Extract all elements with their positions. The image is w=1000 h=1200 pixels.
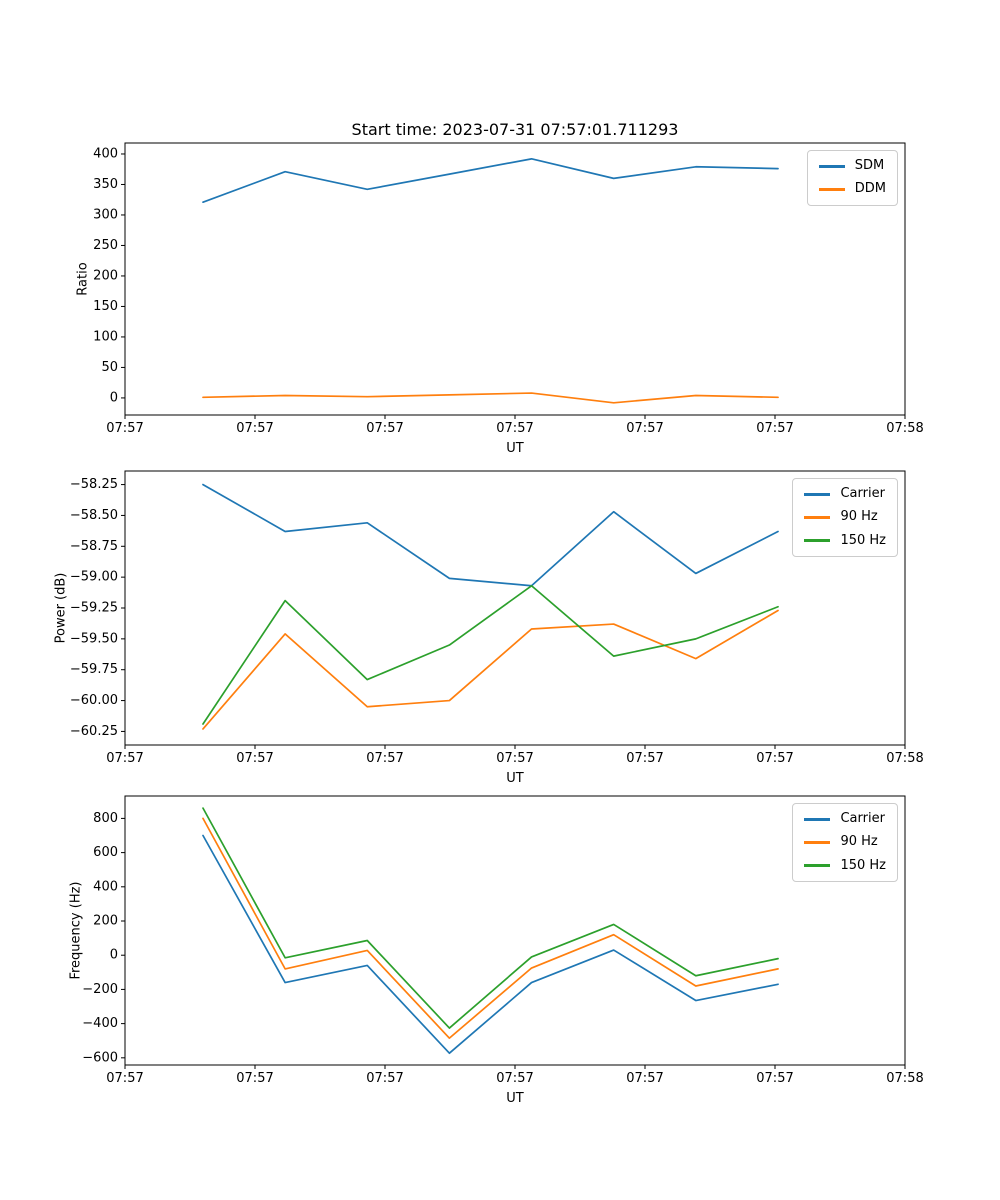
ratio-series-ddm-line xyxy=(202,392,779,404)
x-tick-label: 07:57 xyxy=(106,421,143,436)
frequency-legend-item-carrier: Carrier xyxy=(804,811,886,826)
y-tick-label: −58.50 xyxy=(70,508,118,523)
ratio-series-sdm-line xyxy=(202,158,779,204)
x-tick-label: 07:57 xyxy=(496,421,533,436)
y-tick-label: −200 xyxy=(82,982,118,997)
y-tick-label: 600 xyxy=(93,845,118,860)
y-tick-label: 400 xyxy=(93,879,118,894)
power-series-carrier-line xyxy=(202,483,779,587)
ratio-ylabel: Ratio xyxy=(76,262,91,295)
x-tick-label: 07:57 xyxy=(366,421,403,436)
frequency-series-carrier-line xyxy=(202,834,779,1055)
y-tick-label: 0 xyxy=(110,948,118,963)
y-tick-label: 0 xyxy=(110,390,118,405)
x-tick-label: 07:57 xyxy=(626,751,663,766)
legend-label: DDM xyxy=(854,181,886,197)
frequency-axes-frame xyxy=(124,795,906,1066)
y-tick-label: 200 xyxy=(93,914,118,929)
x-tick-label: 07:58 xyxy=(886,751,923,766)
legend-line-swatch xyxy=(804,492,831,496)
y-tick-label: 200 xyxy=(93,268,118,283)
x-tick-label: 07:57 xyxy=(236,751,273,766)
legend-line-swatch xyxy=(804,864,831,868)
y-tick-label: 300 xyxy=(93,207,118,222)
power-series-90-hz-line xyxy=(202,609,779,730)
frequency-xlabel: UT xyxy=(506,1091,524,1106)
y-tick-label: −59.75 xyxy=(70,662,118,677)
legend-label: 150 Hz xyxy=(840,857,886,873)
legend-line-swatch xyxy=(804,539,831,543)
power-legend-item-carrier: Carrier xyxy=(804,486,886,501)
y-tick-label: −58.25 xyxy=(70,477,118,492)
power-legend-item-150-hz: 150 Hz xyxy=(804,532,886,548)
x-tick-label: 07:57 xyxy=(626,421,663,436)
x-tick-label: 07:57 xyxy=(236,1071,273,1086)
ratio-xlabel: UT xyxy=(506,441,524,456)
y-tick-label: 800 xyxy=(93,811,118,826)
legend-line-swatch xyxy=(804,515,831,519)
y-tick-label: 250 xyxy=(93,238,118,253)
y-tick-label: −600 xyxy=(82,1050,118,1065)
y-tick-label: 150 xyxy=(93,299,118,314)
x-tick-label: 07:57 xyxy=(106,751,143,766)
figure-title: Start time: 2023-07-31 07:57:01.711293 xyxy=(351,120,679,139)
y-tick-label: −60.00 xyxy=(70,693,118,708)
frequency-ylabel: Frequency (Hz) xyxy=(68,881,83,979)
frequency-legend: Carrier 90 Hz 150 Hz xyxy=(792,803,898,882)
power-legend-item-90-hz: 90 Hz xyxy=(804,509,886,525)
ratio-plot: 07:57 07:57 07:57 07:57 07:57 07:57 07:58 UT 0 50… xyxy=(76,142,924,456)
ratio-axes-frame xyxy=(124,142,906,416)
y-tick-label: 400 xyxy=(93,146,118,161)
x-tick-label: 07:58 xyxy=(886,1071,923,1086)
y-tick-label: −59.50 xyxy=(70,631,118,646)
x-tick-label: 07:57 xyxy=(496,1071,533,1086)
legend-line-swatch xyxy=(804,817,831,821)
power-series-150-hz-line xyxy=(202,584,779,725)
x-tick-label: 07:57 xyxy=(626,1071,663,1086)
y-tick-label: −58.75 xyxy=(70,539,118,554)
y-tick-label: 350 xyxy=(93,177,118,192)
ratio-legend-item-ddm: DDM xyxy=(818,181,886,197)
frequency-legend-item-90-hz: 90 Hz xyxy=(804,834,886,850)
x-tick-label: 07:57 xyxy=(236,421,273,436)
x-tick-label: 07:57 xyxy=(366,751,403,766)
legend-line-swatch xyxy=(804,840,831,844)
frequency-plot: 07:57 07:57 07:57 07:57 07:57 07:57 07:58 UT 800… xyxy=(68,795,924,1106)
x-tick-label: 07:57 xyxy=(756,421,793,436)
x-tick-label: 07:57 xyxy=(756,1071,793,1086)
y-tick-label: −400 xyxy=(82,1016,118,1031)
legend-label: SDM xyxy=(854,158,885,173)
legend-label: 150 Hz xyxy=(840,532,886,548)
y-tick-label: −59.00 xyxy=(70,570,118,585)
frequency-series-150-hz-line xyxy=(202,807,779,1029)
frequency-legend-item-150-hz: 150 Hz xyxy=(804,857,886,873)
y-tick-label: −59.25 xyxy=(70,601,118,616)
power-xlabel: UT xyxy=(506,771,524,786)
power-axes-frame xyxy=(124,470,906,746)
y-tick-label: 50 xyxy=(101,360,118,375)
legend-label: 90 Hz xyxy=(840,509,878,525)
legend-label: Carrier xyxy=(840,811,885,826)
x-tick-label: 07:57 xyxy=(106,1071,143,1086)
legend-line-swatch xyxy=(818,187,845,191)
power-ylabel: Power (dB) xyxy=(54,573,69,644)
y-tick-label: −60.25 xyxy=(70,724,118,739)
y-tick-label: 100 xyxy=(93,329,118,344)
x-tick-label: 07:58 xyxy=(886,421,923,436)
legend-label: 90 Hz xyxy=(840,834,878,850)
legend-line-swatch xyxy=(818,164,845,168)
ratio-legend-item-sdm: SDM xyxy=(818,158,886,173)
x-tick-label: 07:57 xyxy=(496,751,533,766)
power-legend: Carrier 90 Hz 150 Hz xyxy=(792,478,898,557)
x-tick-label: 07:57 xyxy=(366,1071,403,1086)
frequency-series-90-hz-line xyxy=(202,817,779,1040)
ratio-legend: SDM DDM xyxy=(806,150,898,206)
power-plot: 07:57 07:57 07:57 07:57 07:57 07:57 07:58 UT −58… xyxy=(54,470,924,786)
x-tick-label: 07:57 xyxy=(756,751,793,766)
legend-label: Carrier xyxy=(840,486,885,501)
